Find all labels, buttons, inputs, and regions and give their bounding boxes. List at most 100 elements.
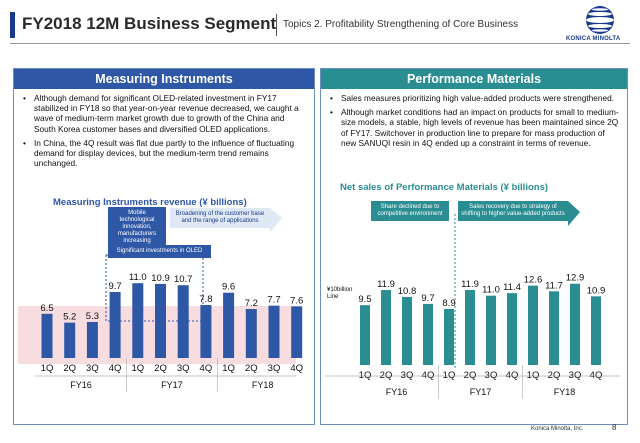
bar-value-label: 6.5 [40,303,53,314]
bar-10 [549,291,559,365]
bar-value-label: 11.4 [503,282,521,293]
page-subtitle: Topics 2. Profitability Strengthening of… [283,19,519,30]
quarter-tick-label: 3Q [86,363,99,374]
right-chart-title: Net sales of Performance Materials (¥ bi… [340,182,549,193]
quarter-tick-label: 4Q [590,370,603,381]
fiscal-year-label: FY16 [70,380,92,390]
bar-value-label: 7.8 [199,294,212,305]
bar-value-label: 7.7 [267,295,280,306]
right-bullet-2: Although market conditions had an impact… [330,107,619,148]
bar-value-label: 9.6 [222,282,235,293]
bar-9 [528,285,538,365]
bar-9 [223,292,235,358]
bar-value-label: 12.9 [566,273,585,284]
quarter-tick-label: 4Q [200,363,213,374]
quarter-tick-label: 1Q [527,370,540,381]
quarter-tick-label: 4Q [109,363,122,374]
quarter-tick-label: 4Q [422,370,435,381]
measuring-instruments-panel: Measuring Instruments Although demand fo… [13,68,315,425]
fiscal-year-label: FY18 [252,380,274,390]
bar-value-label: 7.2 [245,298,258,309]
quarter-tick-label: 1Q [41,363,54,374]
left-chart-title: Measuring Instruments revenue (¥ billion… [53,197,247,208]
recovery-arrow-head [568,201,580,226]
left-bullet-list: Although demand for significant OLED-rel… [14,89,314,168]
performance-materials-panel: Performance Materials Sales measures pri… [320,68,628,425]
bar-value-label: 10.9 [151,273,170,284]
oled-investment-callout: Significant investments in OLED [108,245,211,258]
bar-value-label: 7.6 [290,295,303,306]
bar-6 [155,283,166,358]
bar-8 [200,304,212,358]
quarter-tick-label: 2Q [245,363,258,374]
bar-2 [381,290,391,365]
bar-value-label: 10.9 [587,285,606,296]
bar-value-label: 11.0 [482,285,500,296]
quarter-tick-label: 2Q [380,370,393,381]
share-declined-callout: Share declined due to competitive enviro… [371,201,449,221]
fiscal-year-label: FY17 [161,380,183,390]
header-accent-bar [10,12,15,38]
bar-value-label: 11.9 [377,279,395,290]
footer-company: Konica Minolta, Inc. [531,426,584,432]
quarter-tick-label: 1Q [222,363,235,374]
left-bullet-2: In China, the 4Q result was flat due par… [23,138,306,169]
quarter-tick-label: 4Q [290,363,303,374]
quarter-tick-label: 1Q [131,363,144,374]
quarter-tick-label: 3Q [177,363,190,374]
quarter-tick-label: 2Q [548,370,561,381]
bar-8 [507,293,517,365]
konica-minolta-globe-icon [586,6,614,34]
bar-value-label: 11.0 [129,272,147,283]
bar-5 [132,283,144,358]
quarter-tick-label: 2Q [464,370,477,381]
quarter-tick-label: 2Q [154,363,167,374]
quarter-tick-label: 4Q [506,370,519,381]
bar-11 [268,305,280,358]
ten-billion-line-label: ¥10billion Line [327,287,353,300]
quarter-tick-label: 3Q [401,370,414,381]
broadening-callout: Broadening of the customer base and the … [170,208,270,228]
logo-text: KONICA MINOLTA [566,36,621,42]
bar-4 [423,303,433,365]
bar-6 [465,290,475,365]
page-number: 8 [612,423,617,432]
header-separator [276,14,277,36]
bar-7 [486,295,496,365]
fiscal-year-label: FY17 [470,387,492,397]
bar-1 [360,305,370,365]
bar-value-label: 9.5 [358,294,371,305]
right-bullet-1: Sales measures prioritizing high value-a… [330,93,619,103]
bar-12 [591,296,601,365]
bar-10 [245,309,257,358]
fiscal-year-label: FY18 [554,387,576,397]
quarter-tick-label: 3Q [268,363,281,374]
bar-value-label: 11.7 [545,280,563,291]
bar-12 [291,306,303,358]
bar-1 [41,313,53,358]
broadening-arrow-head [270,208,282,232]
bar-value-label: 9.7 [421,293,434,304]
oled-dashed-box [105,254,204,322]
bar-value-label: 9.7 [108,281,121,292]
bar-2 [64,322,76,358]
fiscal-year-label: FY16 [386,387,408,397]
sales-recovery-callout: Sales recovery due to strategy of shifti… [458,201,568,221]
bar-11 [570,283,580,365]
quarter-tick-label: 3Q [569,370,582,381]
quarter-tick-label: 1Q [359,370,372,381]
bar-value-label: 12.6 [524,275,543,286]
measuring-instruments-title: Measuring Instruments [14,69,314,89]
bar-5 [444,308,454,365]
bar-value-label: 11.9 [461,279,479,290]
bar-7 [177,285,189,358]
mobile-innovation-callout: Mobile technological innovation, manufac… [108,207,166,248]
bar-value-label: 8.9 [442,298,455,309]
bar-value-label: 5.2 [63,312,76,323]
bar-value-label: 5.3 [86,311,99,322]
bar-3 [402,296,412,365]
bar-value-label: 10.7 [174,274,193,285]
quarter-tick-label: 2Q [63,363,76,374]
